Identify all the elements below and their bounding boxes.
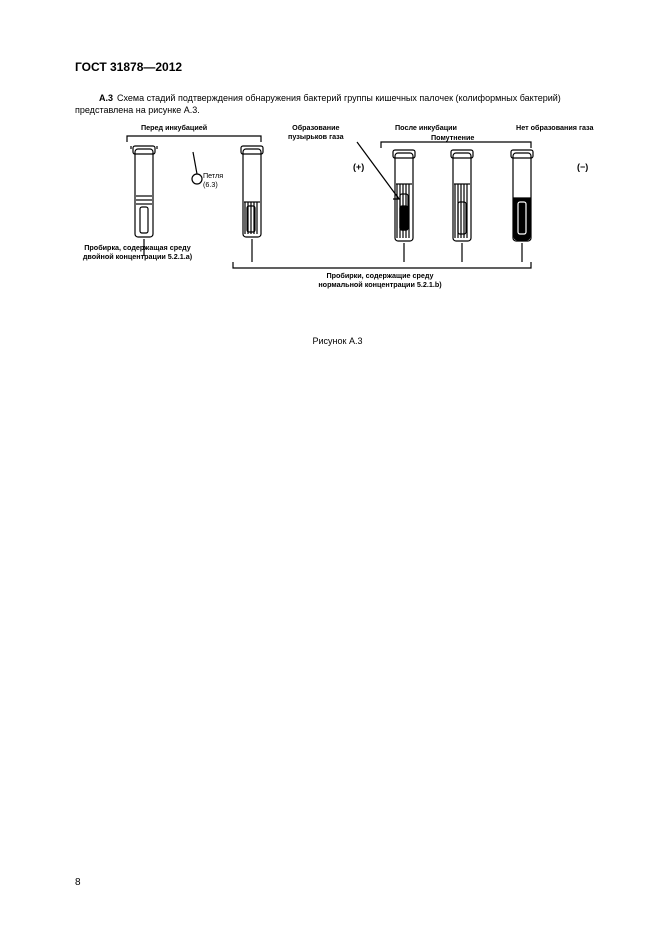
section-number: А.3 (99, 93, 113, 103)
loop-icon (192, 152, 202, 184)
tube-4 (451, 150, 473, 241)
section-a3-text: А.3Схема стадий подтверждения обнаружени… (75, 92, 600, 116)
figure-caption: Рисунок А.3 (75, 336, 600, 346)
section-body: Схема стадий подтверждения обнаружения б… (75, 93, 561, 115)
doc-header: ГОСТ 31878—2012 (75, 60, 600, 74)
tube-1 (131, 146, 157, 237)
page-number: 8 (75, 877, 81, 888)
tube-2 (241, 146, 263, 237)
tube-5 (511, 150, 533, 241)
figure-a3: Перед инкубацией Образование пузырьков г… (75, 124, 600, 324)
diagram-svg (75, 124, 600, 299)
